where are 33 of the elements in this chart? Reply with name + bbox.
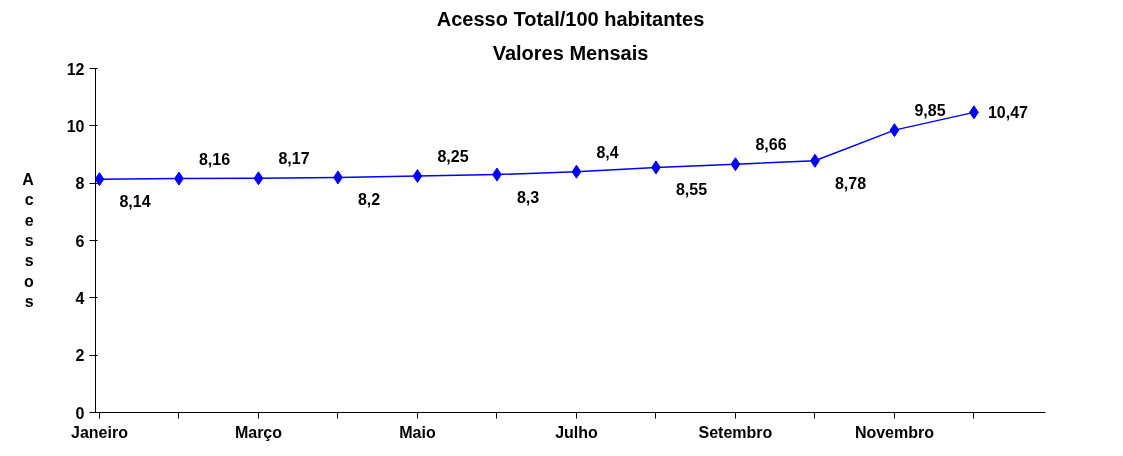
x-tick-label: Julho bbox=[555, 423, 599, 441]
y-tick-label: 6 bbox=[75, 232, 85, 250]
data-label: 8,14 bbox=[119, 193, 151, 211]
y-tick-label: 0 bbox=[75, 404, 85, 422]
data-label: 8,55 bbox=[675, 181, 708, 199]
x-tick-label: Novembro bbox=[854, 423, 935, 441]
x-tick-label: Janeiro bbox=[71, 423, 129, 441]
data-label: 10,47 bbox=[987, 104, 1029, 122]
x-tick-label: Março bbox=[234, 423, 283, 441]
data-label: 8,17 bbox=[278, 150, 310, 168]
y-tick-label: 8 bbox=[75, 175, 85, 193]
chart-title: Acesso Total/100 habitantes bbox=[436, 7, 705, 30]
x-tick-label: Setembro bbox=[698, 423, 773, 441]
point bbox=[412, 169, 423, 183]
data-label: 8,78 bbox=[834, 174, 867, 192]
point bbox=[253, 171, 264, 186]
data-label: 8,2 bbox=[357, 191, 381, 209]
point bbox=[571, 164, 582, 179]
y-tick-label: 12 bbox=[66, 60, 85, 78]
data-label: 8,3 bbox=[516, 188, 540, 206]
chart-subtitle: Valores Mensais bbox=[492, 41, 649, 64]
point bbox=[889, 123, 900, 138]
data-label: 9,85 bbox=[914, 102, 946, 120]
y-tick-label: 2 bbox=[75, 347, 85, 365]
data-label: 8,66 bbox=[755, 136, 787, 154]
data-label: 8,25 bbox=[437, 148, 469, 165]
y-tick-label: 10 bbox=[66, 117, 85, 135]
point bbox=[730, 157, 741, 172]
x-tick-label: Maio bbox=[399, 423, 436, 441]
y-axis-title: Acessos bbox=[22, 170, 35, 311]
y-tick-label: 4 bbox=[75, 289, 85, 307]
data-label: 8,16 bbox=[198, 150, 231, 168]
data-label: 8,4 bbox=[596, 143, 619, 161]
